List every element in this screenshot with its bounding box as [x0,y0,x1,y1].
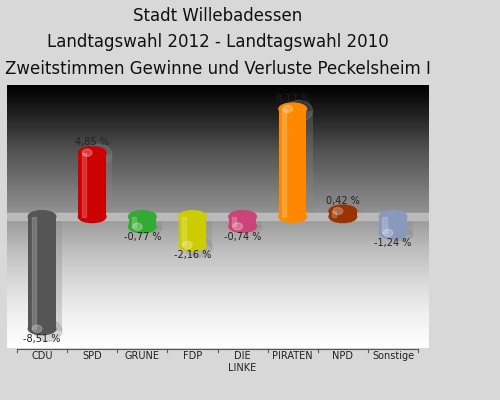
Text: CDU: CDU [32,351,53,361]
Bar [128,217,156,227]
Bar [329,211,356,217]
Text: FDP: FDP [183,351,202,361]
Ellipse shape [329,211,356,222]
Text: DIE
LINKE: DIE LINKE [228,351,256,373]
Bar [132,217,136,227]
Ellipse shape [184,237,212,257]
Bar [78,153,106,217]
Bar [379,217,406,233]
Bar [32,217,36,329]
Bar [28,217,56,329]
Text: 8,17 %: 8,17 % [276,94,310,104]
Ellipse shape [379,227,406,239]
Ellipse shape [128,211,156,222]
Bar [335,213,362,218]
Ellipse shape [229,211,256,222]
Bar [282,109,286,217]
Text: 0,42 %: 0,42 % [326,196,360,206]
Ellipse shape [229,220,256,232]
Ellipse shape [335,210,362,216]
Bar [229,217,256,226]
Ellipse shape [28,323,56,335]
Text: -0,74 %: -0,74 % [224,232,262,242]
Ellipse shape [82,149,92,156]
Bar [182,217,186,245]
Ellipse shape [128,221,156,233]
Text: -0,77 %: -0,77 % [124,232,161,242]
Text: GRÜNE: GRÜNE [125,351,160,361]
Bar [232,217,236,226]
Ellipse shape [285,100,312,122]
Bar [34,218,62,331]
Bar [385,218,413,235]
Text: Sonstige: Sonstige [372,351,414,361]
Ellipse shape [283,106,292,112]
Ellipse shape [279,103,306,115]
Ellipse shape [279,211,306,222]
Bar [184,218,212,247]
Bar [82,153,86,217]
Ellipse shape [235,225,262,232]
Bar [178,217,206,245]
Bar [285,111,312,218]
Text: 4,85 %: 4,85 % [75,138,109,148]
Ellipse shape [383,229,393,236]
Bar [382,217,386,233]
Ellipse shape [32,325,42,332]
Ellipse shape [329,205,356,217]
Ellipse shape [379,211,406,222]
Ellipse shape [78,147,106,159]
Title: Stadt Willebadessen
Landtagswahl 2012 - Landtagswahl 2010
Zweitstimmen Gewinne u: Stadt Willebadessen Landtagswahl 2012 - … [4,7,430,78]
Ellipse shape [28,211,56,222]
Ellipse shape [78,211,106,222]
Bar [84,155,112,218]
Ellipse shape [134,225,162,232]
Ellipse shape [333,208,342,215]
Ellipse shape [34,320,62,341]
Ellipse shape [178,211,206,222]
Text: -8,51 %: -8,51 % [24,334,60,344]
Ellipse shape [385,229,413,241]
Text: PIRATEN: PIRATEN [272,351,313,361]
Ellipse shape [132,223,142,230]
Bar [279,109,306,217]
Text: -2,16 %: -2,16 % [174,250,211,260]
Ellipse shape [182,242,192,249]
Ellipse shape [84,144,112,165]
Ellipse shape [178,239,206,251]
Bar [134,218,162,229]
Bar [332,211,336,217]
Ellipse shape [233,223,242,230]
Text: -1,24 %: -1,24 % [374,238,412,248]
Bar [235,218,262,228]
Text: SPD: SPD [82,351,102,361]
Text: NPD: NPD [332,351,353,361]
